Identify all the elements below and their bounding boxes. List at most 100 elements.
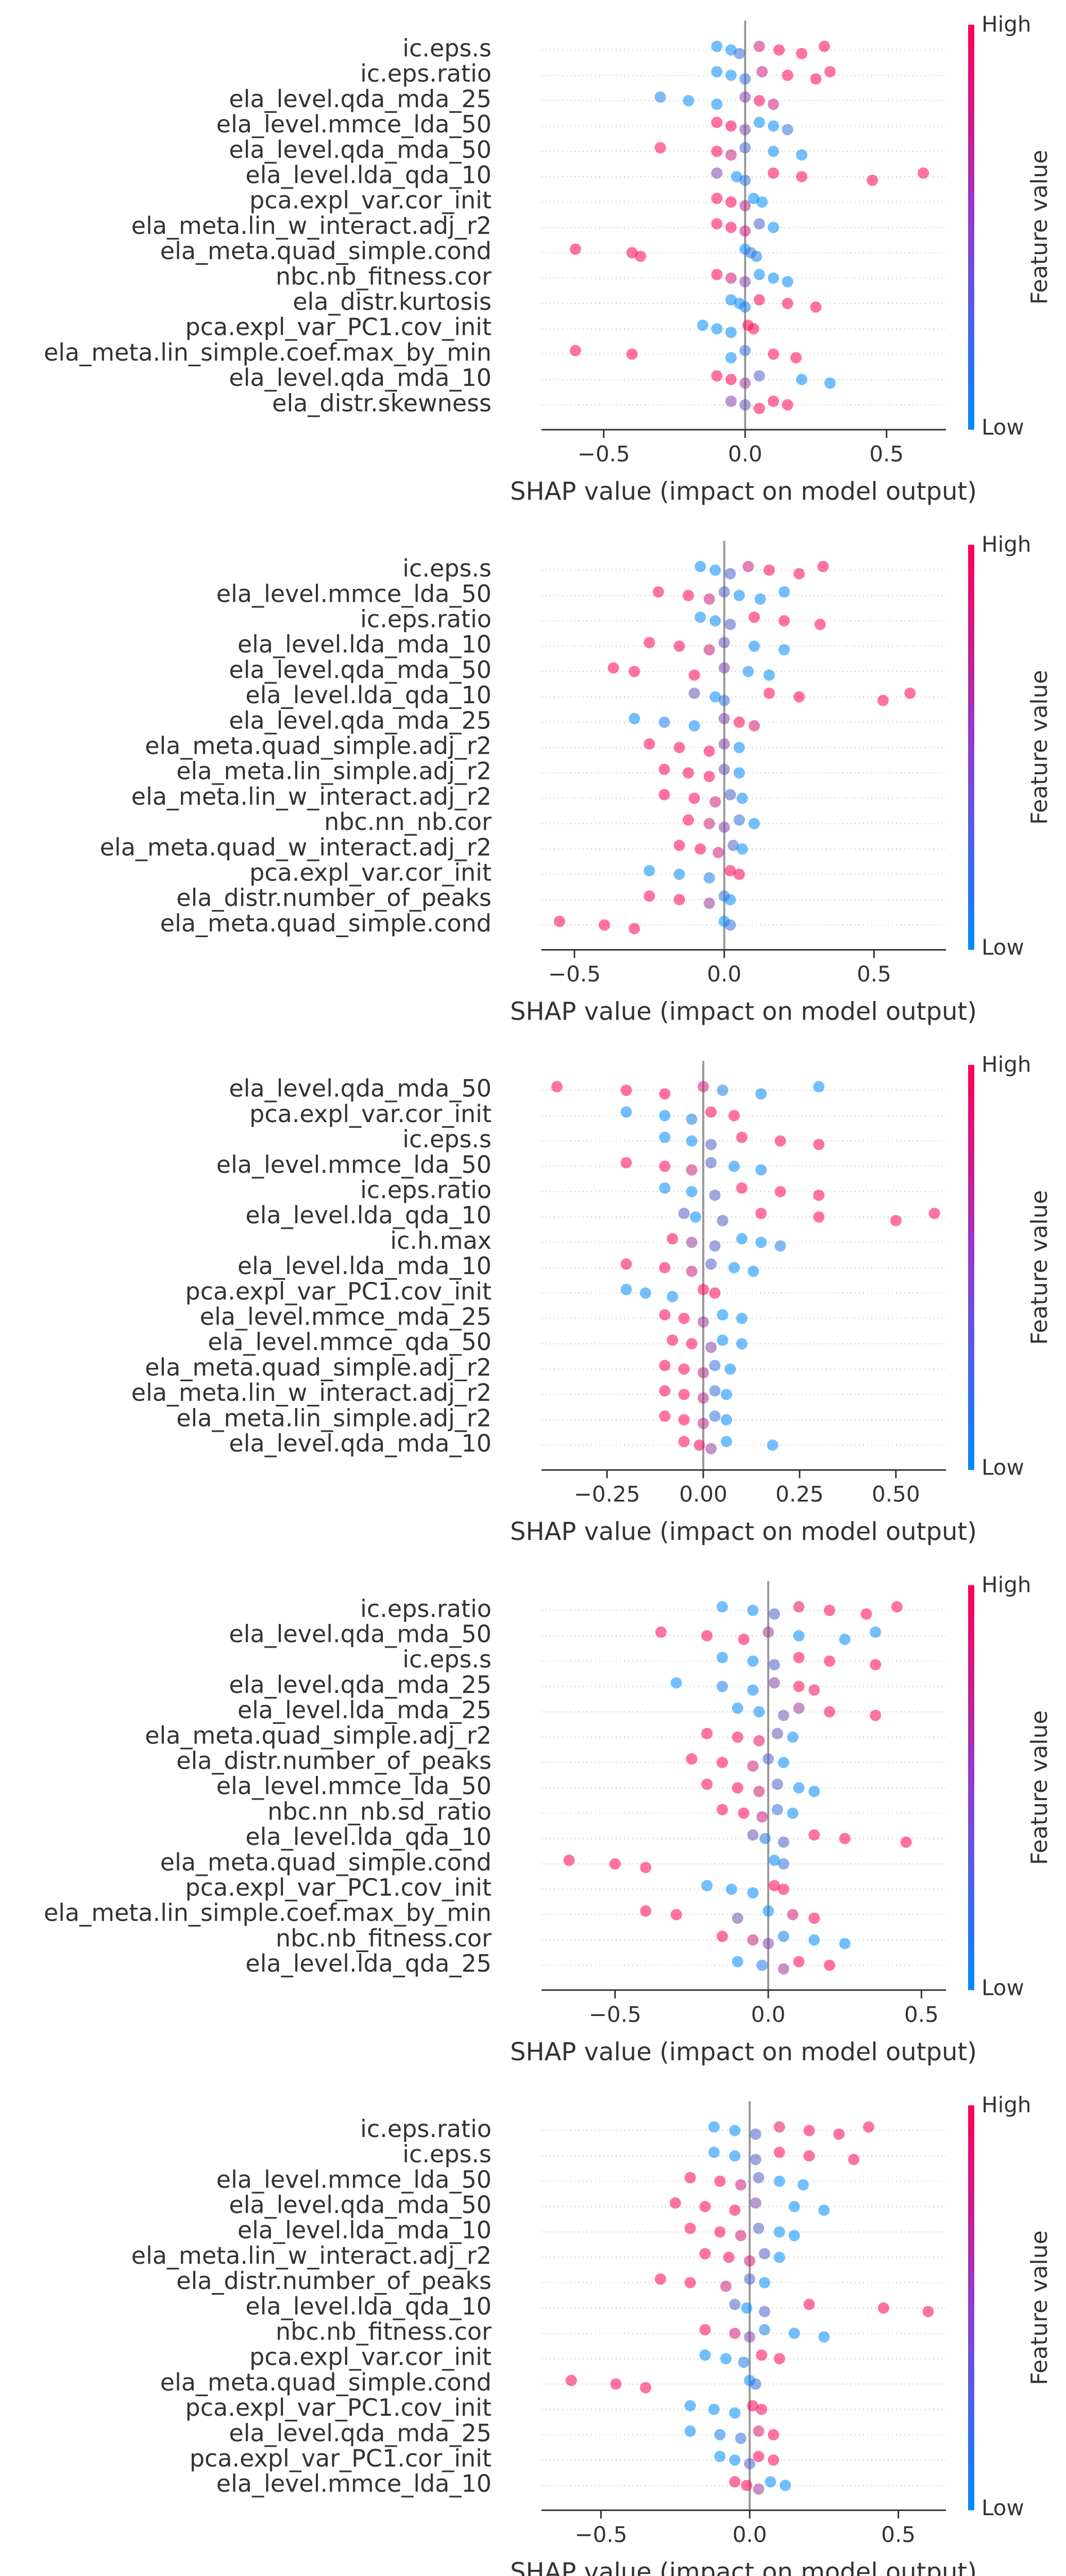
shap-point bbox=[824, 1706, 836, 1718]
shap-point bbox=[862, 2121, 874, 2133]
feature-label: nbc.nn_nb.sd_ratio bbox=[267, 1798, 492, 1825]
shap-point bbox=[810, 301, 822, 313]
shap-point bbox=[725, 395, 737, 407]
shap-point bbox=[732, 1912, 743, 1924]
shap-point bbox=[703, 818, 715, 829]
x-tick-label: 0.0 bbox=[707, 961, 741, 987]
feature-label: ela_level.lda_mda_25 bbox=[238, 1696, 492, 1724]
shap-point bbox=[771, 1778, 783, 1790]
feature-label: ela_level.lda_qda_10 bbox=[245, 2292, 492, 2320]
shap-point bbox=[735, 2179, 747, 2191]
shap-point bbox=[725, 222, 737, 233]
shap-point bbox=[720, 2353, 732, 2365]
shap-point bbox=[877, 694, 889, 706]
shap-point bbox=[709, 1410, 721, 1422]
shap-point bbox=[701, 1880, 713, 1891]
shap-point bbox=[698, 1283, 709, 1295]
shap-point bbox=[860, 1608, 872, 1620]
shap-point bbox=[659, 1182, 671, 1194]
shap-point bbox=[824, 1655, 836, 1667]
feature-label: ela_meta.quad_simple.cond bbox=[160, 237, 492, 265]
x-tick-label: −0.5 bbox=[578, 442, 630, 467]
shap-point bbox=[732, 1782, 743, 1794]
shap-point bbox=[718, 637, 730, 649]
feature-label: ela_meta.lin_w_interact.adj_r2 bbox=[131, 2242, 492, 2269]
shap-point bbox=[716, 1804, 728, 1816]
shap-point bbox=[788, 2230, 800, 2242]
feature-label: ela_level.qda_mda_25 bbox=[229, 706, 492, 734]
panel: ic.eps.ratioic.eps.sela_level.mmce_lda_5… bbox=[131, 2092, 1053, 2576]
feature-label: nbc.nb_fitness.cor bbox=[276, 2318, 492, 2346]
shap-point bbox=[736, 1131, 748, 1143]
shap-point bbox=[686, 1186, 698, 1197]
shap-point bbox=[736, 1233, 748, 1245]
shap-point bbox=[796, 374, 808, 385]
shap-point bbox=[678, 1436, 690, 1447]
shap-point bbox=[658, 716, 670, 728]
shap-point bbox=[748, 612, 760, 623]
shap-point bbox=[797, 2179, 809, 2191]
shap-point bbox=[768, 348, 780, 360]
shap-point bbox=[753, 2451, 765, 2462]
shap-point bbox=[705, 1157, 717, 1168]
shap-point bbox=[748, 720, 760, 732]
feature-label: pca.expl_var.cor_init bbox=[249, 187, 492, 214]
shap-point bbox=[551, 1081, 563, 1093]
shap-point bbox=[729, 2150, 741, 2162]
feature-label: ela_level.qda_mda_10 bbox=[229, 1430, 492, 1458]
shap-point bbox=[678, 1414, 690, 1426]
x-axis-label: SHAP value (impact on model output) bbox=[510, 997, 977, 1026]
shap-point bbox=[709, 1360, 721, 1371]
shap-point bbox=[728, 1160, 740, 1172]
shap-point bbox=[667, 1334, 679, 1346]
shap-point bbox=[717, 1309, 729, 1320]
shap-point bbox=[686, 1135, 698, 1147]
feature-label: ic.eps.s bbox=[402, 1125, 492, 1153]
feature-label: ela_level.qda_mda_50 bbox=[229, 1620, 492, 1648]
shap-point bbox=[748, 640, 760, 652]
shap-point bbox=[711, 98, 723, 110]
feature-label: ela_level.mmce_lda_50 bbox=[216, 1150, 492, 1178]
shap-point bbox=[768, 222, 780, 233]
shap-point bbox=[718, 694, 730, 706]
shap-point bbox=[803, 2150, 815, 2162]
feature-label: ela_level.qda_mda_50 bbox=[229, 135, 492, 163]
shap-point bbox=[659, 1160, 671, 1172]
shap-point bbox=[599, 919, 611, 931]
shap-point bbox=[773, 2353, 785, 2365]
colorbar-high: High bbox=[982, 532, 1031, 557]
shap-point bbox=[751, 250, 763, 262]
shap-point bbox=[644, 637, 655, 649]
shap-point bbox=[725, 120, 737, 132]
x-tick-label: 0.0 bbox=[733, 2522, 767, 2547]
shap-point bbox=[701, 1630, 713, 1641]
x-tick-label: 0.5 bbox=[869, 442, 904, 467]
shap-point bbox=[747, 1829, 759, 1841]
feature-label: ela_level.lda_mda_10 bbox=[238, 2216, 492, 2244]
shap-point bbox=[824, 377, 836, 389]
shap-point bbox=[659, 1309, 671, 1320]
shap-point bbox=[684, 2172, 696, 2183]
shap-point bbox=[793, 1630, 805, 1641]
shap-point bbox=[787, 1909, 799, 1921]
feature-label: ic.eps.s bbox=[402, 554, 492, 582]
shap-point bbox=[763, 1753, 774, 1765]
shap-point bbox=[729, 2205, 741, 2216]
shap-point bbox=[793, 1782, 805, 1794]
shap-point bbox=[904, 687, 916, 699]
shap-point bbox=[780, 2480, 791, 2492]
shap-point bbox=[727, 839, 739, 851]
colorbar-label: Feature value bbox=[1026, 1710, 1053, 1865]
shap-point bbox=[644, 738, 655, 750]
shap-point bbox=[753, 1735, 765, 1747]
shap-point bbox=[753, 1786, 765, 1798]
shap-point bbox=[747, 2400, 758, 2412]
shap-point bbox=[652, 586, 664, 598]
shap-point bbox=[673, 742, 685, 753]
shap-point bbox=[733, 869, 745, 880]
shap-point bbox=[779, 615, 790, 626]
shap-point bbox=[773, 2175, 785, 2187]
colorbar-high: High bbox=[982, 1572, 1031, 1597]
shap-point bbox=[779, 644, 790, 656]
shap-point bbox=[877, 2302, 889, 2314]
